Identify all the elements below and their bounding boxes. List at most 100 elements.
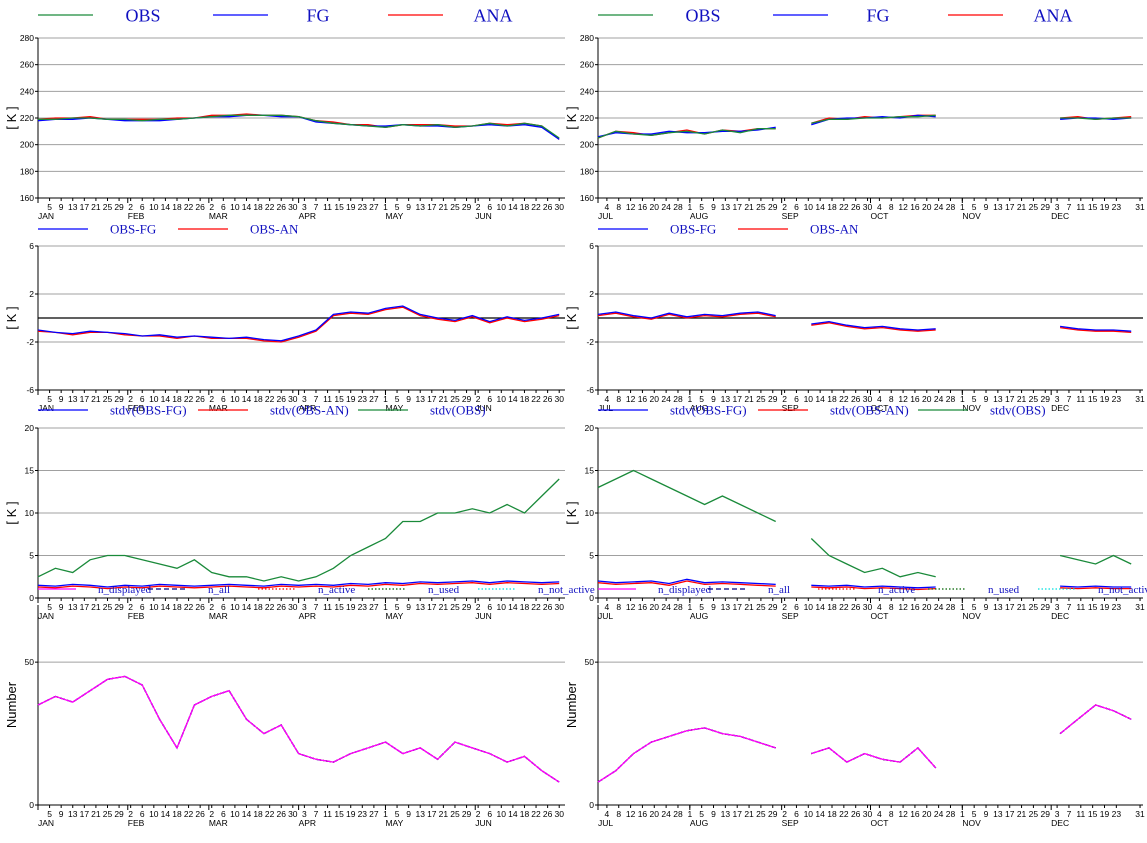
x-tick-label: 13 [721, 809, 731, 819]
x-tick-label: 30 [554, 809, 564, 819]
x-tick-label: 22 [839, 202, 849, 212]
x-tick-label: 19 [1100, 809, 1110, 819]
x-tick-label: 12 [898, 202, 908, 212]
x-tick-label: 14 [508, 394, 518, 404]
x-tick-label: 22 [184, 202, 194, 212]
month-label: OCT [871, 611, 889, 621]
x-tick-label: 2 [209, 394, 214, 404]
x-tick-label: 10 [804, 394, 814, 404]
x-tick-label: 16 [910, 809, 920, 819]
month-label: JUL [598, 818, 613, 828]
x-tick-label: 13 [721, 202, 731, 212]
x-tick-label: 22 [265, 394, 275, 404]
x-tick-label: 27 [369, 602, 379, 612]
x-tick-label: 14 [815, 602, 825, 612]
legend-label: stdv(OBS-AN) [270, 403, 349, 418]
x-tick-label: 13 [415, 202, 425, 212]
legend-label: FG [866, 5, 889, 25]
y-tick-label: 10 [585, 508, 595, 518]
x-tick-label: 30 [288, 809, 298, 819]
x-tick-label: 20 [922, 394, 932, 404]
x-tick-label: 15 [1088, 602, 1098, 612]
x-tick-label: 26 [543, 202, 553, 212]
legend-label: n_active [878, 584, 915, 596]
month-label: APR [299, 211, 316, 221]
x-tick-label: 13 [68, 202, 78, 212]
x-tick-label: 10 [230, 394, 240, 404]
x-tick-label: 21 [91, 202, 101, 212]
month-label: JUL [598, 403, 613, 413]
month-label: JUN [475, 818, 492, 828]
legend-label: n_used [428, 584, 460, 596]
legend-label: n_used [988, 584, 1020, 596]
x-tick-label: 28 [673, 602, 683, 612]
x-tick-label: 21 [91, 394, 101, 404]
month-label: MAR [209, 403, 228, 413]
legend-label: stdv(OBS-FG) [110, 403, 187, 418]
x-tick-label: 9 [406, 602, 411, 612]
x-tick-label: 2 [476, 602, 481, 612]
month-label: MAY [385, 403, 403, 413]
x-tick-label: 15 [1088, 394, 1098, 404]
x-tick-label: 20 [650, 394, 660, 404]
x-tick-label: 6 [487, 809, 492, 819]
series-line [597, 704, 1132, 783]
x-tick-label: 9 [711, 394, 716, 404]
x-tick-label: 25 [1029, 602, 1039, 612]
y-tick-label: -2 [586, 337, 594, 347]
x-tick-label: 14 [508, 809, 518, 819]
x-tick-label: 26 [195, 602, 205, 612]
x-tick-label: 22 [839, 602, 849, 612]
month-label: JUN [475, 211, 492, 221]
x-tick-label: 15 [334, 202, 344, 212]
y-tick-label: 15 [25, 466, 35, 476]
month-label: DEC [1051, 211, 1069, 221]
x-tick-label: 14 [508, 602, 518, 612]
x-tick-label: 17 [1005, 602, 1015, 612]
x-tick-label: 4 [605, 809, 610, 819]
x-tick-label: 30 [554, 394, 564, 404]
x-tick-label: 18 [520, 809, 530, 819]
x-tick-label: 1 [687, 602, 692, 612]
y-axis-label: [ K ] [4, 306, 19, 329]
series-line [38, 114, 560, 139]
x-tick-label: 21 [1017, 602, 1027, 612]
x-tick-label: 14 [161, 809, 171, 819]
x-tick-label: 26 [276, 202, 286, 212]
x-tick-label: 19 [346, 809, 356, 819]
y-tick-label: 15 [585, 466, 595, 476]
x-tick-label: 10 [804, 809, 814, 819]
x-tick-label: 22 [531, 394, 541, 404]
x-tick-label: 17 [427, 394, 437, 404]
y-tick-label: 260 [580, 60, 594, 70]
x-tick-label: 4 [877, 394, 882, 404]
x-tick-label: 9 [711, 809, 716, 819]
month-label: MAR [209, 211, 228, 221]
x-tick-label: 9 [59, 394, 64, 404]
x-tick-label: 5 [47, 394, 52, 404]
x-tick-label: 31 [1135, 602, 1145, 612]
x-tick-label: 21 [439, 394, 449, 404]
series-line [37, 478, 560, 582]
x-tick-label: 13 [68, 394, 78, 404]
x-tick-label: 29 [462, 202, 472, 212]
month-label: SEP [782, 403, 799, 413]
x-tick-label: 5 [972, 602, 977, 612]
x-tick-label: 26 [276, 809, 286, 819]
x-tick-label: 17 [80, 394, 90, 404]
x-tick-label: 17 [427, 809, 437, 819]
x-tick-label: 24 [934, 202, 944, 212]
y-tick-label: 260 [20, 60, 34, 70]
y-tick-label: 50 [25, 657, 35, 667]
x-tick-label: 2 [128, 394, 133, 404]
x-tick-label: 12 [626, 809, 636, 819]
x-tick-label: 20 [650, 809, 660, 819]
x-tick-label: 17 [1005, 394, 1015, 404]
month-label: MAR [209, 818, 228, 828]
x-tick-label: 24 [934, 602, 944, 612]
x-tick-label: 12 [898, 809, 908, 819]
legend-label: n_active [318, 584, 355, 596]
series-line [597, 704, 1132, 783]
x-tick-label: 25 [103, 809, 113, 819]
x-tick-label: 9 [984, 809, 989, 819]
